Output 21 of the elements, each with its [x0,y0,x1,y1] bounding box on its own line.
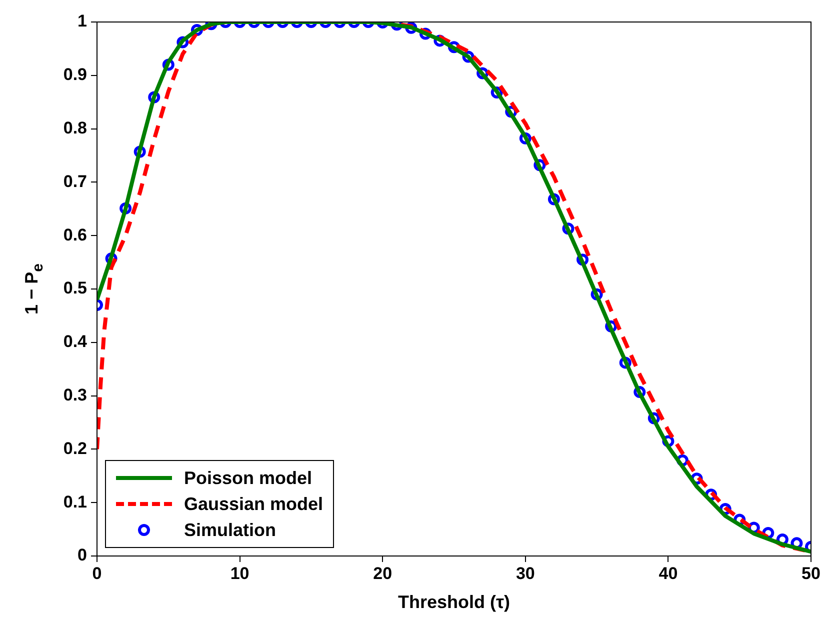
legend-label: Poisson model [184,468,312,488]
y-tick-label: 0.4 [63,332,88,352]
y-tick-label: 0.6 [63,225,87,244]
legend-label: Simulation [184,520,276,540]
y-tick-label: 0 [78,546,87,565]
x-axis-title: Threshold (τ) [398,592,510,612]
y-tick-label: 1 [78,12,87,31]
y-tick-label: 0.3 [63,385,87,404]
y-tick-label: 0.5 [63,278,87,298]
x-tick-label: 20 [373,564,392,583]
x-tick-label: 50 [802,564,820,583]
x-tick-label: 10 [230,564,250,583]
y-tick-label: 0.9 [63,65,87,84]
x-tick-label: 30 [516,564,535,583]
y-tick-label: 0.8 [63,118,87,138]
y-tick-label: 0.1 [63,492,87,512]
legend-label: Gaussian model [184,494,324,514]
x-tick-label: 0 [92,564,102,583]
x-tick-label: 40 [658,564,678,583]
y-tick-label: 0.7 [63,172,87,191]
y-tick-label: 0.2 [63,438,87,458]
